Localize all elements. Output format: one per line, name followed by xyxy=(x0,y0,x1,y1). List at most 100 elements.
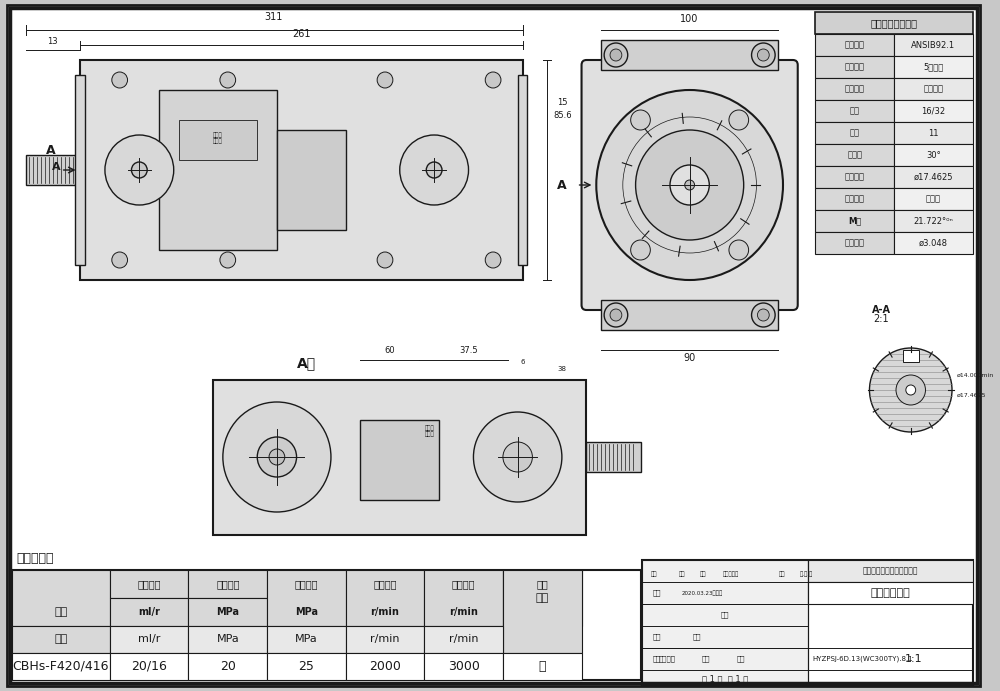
Text: 额定压力: 额定压力 xyxy=(216,579,240,589)
Text: 100: 100 xyxy=(680,14,699,24)
Bar xyxy=(894,56,973,78)
Bar xyxy=(815,144,894,166)
Text: 30°: 30° xyxy=(926,151,941,160)
Text: A: A xyxy=(51,162,60,172)
Bar xyxy=(267,626,346,653)
Bar xyxy=(12,570,110,626)
Text: 测量直径: 测量直径 xyxy=(845,238,865,247)
Bar xyxy=(894,144,973,166)
Text: r/min: r/min xyxy=(449,607,478,617)
Bar xyxy=(815,122,894,144)
Text: 处数: 处数 xyxy=(679,571,685,577)
Text: 额定转速: 额定转速 xyxy=(373,579,397,589)
Text: 年.月.日: 年.月.日 xyxy=(800,571,813,577)
Text: 旋向: 旋向 xyxy=(536,593,549,603)
Text: 311: 311 xyxy=(265,12,283,22)
Circle shape xyxy=(631,240,650,260)
Text: ml/r: ml/r xyxy=(138,607,160,617)
Bar xyxy=(601,40,778,70)
Circle shape xyxy=(729,110,749,130)
Circle shape xyxy=(377,72,393,88)
Circle shape xyxy=(220,72,236,88)
Text: 性能参数：: 性能参数： xyxy=(16,552,54,565)
Text: A: A xyxy=(46,144,56,156)
Bar xyxy=(894,210,973,232)
Bar xyxy=(159,90,277,250)
Text: 齿侧配合: 齿侧配合 xyxy=(923,84,943,93)
Text: 径节: 径节 xyxy=(850,106,860,115)
Bar xyxy=(894,166,973,188)
Text: MPa: MPa xyxy=(295,607,318,617)
Text: 261: 261 xyxy=(292,29,311,39)
Bar xyxy=(518,75,527,265)
Bar xyxy=(815,56,894,78)
Circle shape xyxy=(636,130,744,240)
Text: 重量: 重量 xyxy=(702,656,711,662)
Text: 20: 20 xyxy=(220,659,236,672)
Text: 型号: 型号 xyxy=(54,634,67,644)
Text: 37.5: 37.5 xyxy=(459,346,478,355)
Bar xyxy=(267,570,346,626)
Text: 签名: 签名 xyxy=(779,571,785,577)
Bar xyxy=(26,155,82,185)
Bar xyxy=(503,570,582,653)
Bar xyxy=(815,100,894,122)
Circle shape xyxy=(426,162,442,178)
Circle shape xyxy=(377,252,393,268)
Bar xyxy=(894,188,973,210)
Bar xyxy=(894,122,973,144)
Text: 更改文件号: 更改文件号 xyxy=(723,571,739,577)
Circle shape xyxy=(257,437,297,477)
Bar xyxy=(110,570,188,598)
Text: 共 1 张  第 1 张: 共 1 张 第 1 张 xyxy=(702,674,748,683)
Text: 审核: 审核 xyxy=(652,656,661,662)
Bar xyxy=(808,560,973,582)
Bar xyxy=(601,300,778,330)
Circle shape xyxy=(223,402,331,512)
Text: 60: 60 xyxy=(385,346,395,355)
Bar xyxy=(277,130,346,230)
Text: 标记: 标记 xyxy=(651,571,658,577)
Text: 花键规格: 花键规格 xyxy=(845,41,865,50)
Bar xyxy=(815,166,894,188)
Bar xyxy=(213,380,586,535)
Circle shape xyxy=(906,385,916,395)
Text: A: A xyxy=(557,178,567,191)
Text: 审核: 审核 xyxy=(653,634,661,641)
Circle shape xyxy=(757,309,769,321)
Bar xyxy=(80,60,523,280)
Bar xyxy=(815,188,894,210)
Bar xyxy=(815,12,973,34)
Text: ml/r: ml/r xyxy=(138,634,160,644)
Text: 常州华盛液压科技有限公司: 常州华盛液压科技有限公司 xyxy=(862,567,918,576)
Circle shape xyxy=(604,43,628,67)
Text: MPa: MPa xyxy=(295,634,318,644)
Text: 节圆直径: 节圆直径 xyxy=(845,173,865,182)
Text: CBHs-F420/416: CBHs-F420/416 xyxy=(12,659,109,672)
Bar xyxy=(346,653,424,680)
Circle shape xyxy=(752,303,775,327)
Circle shape xyxy=(752,43,775,67)
Text: 2020.03.23标准化: 2020.03.23标准化 xyxy=(682,590,723,596)
Circle shape xyxy=(220,252,236,268)
Bar xyxy=(903,350,919,362)
Bar xyxy=(424,626,503,653)
Bar xyxy=(188,570,267,598)
Text: ANSIB92.1: ANSIB92.1 xyxy=(911,41,955,50)
Bar xyxy=(808,582,973,604)
Bar xyxy=(894,100,973,122)
Circle shape xyxy=(112,252,128,268)
Bar xyxy=(642,560,973,685)
Text: 齿数: 齿数 xyxy=(850,129,860,138)
Bar xyxy=(424,570,503,626)
Circle shape xyxy=(610,309,622,321)
Text: 21.722°⁰ⁿ: 21.722°⁰ⁿ xyxy=(913,216,953,225)
Text: 进油口
出油口: 进油口 出油口 xyxy=(213,132,223,144)
Bar xyxy=(586,442,641,472)
Text: 3000: 3000 xyxy=(448,659,480,672)
Text: A向: A向 xyxy=(297,356,316,370)
Bar xyxy=(346,626,424,653)
Bar xyxy=(503,570,582,626)
Bar xyxy=(815,78,894,100)
Bar xyxy=(12,653,110,680)
